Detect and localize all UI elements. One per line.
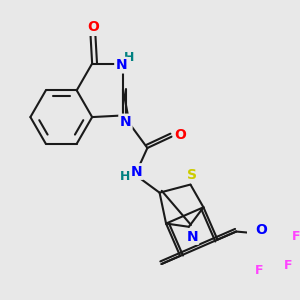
Text: O: O [87,20,99,34]
Text: O: O [174,128,186,142]
Text: N: N [186,230,198,244]
Text: F: F [292,230,300,243]
Text: H: H [124,50,135,64]
Text: N: N [120,115,131,129]
Text: N: N [116,58,127,72]
Text: F: F [284,259,292,272]
Text: N: N [131,164,142,178]
Text: O: O [256,223,267,237]
Text: F: F [255,264,263,277]
Text: S: S [187,168,197,182]
Text: H: H [120,170,130,183]
